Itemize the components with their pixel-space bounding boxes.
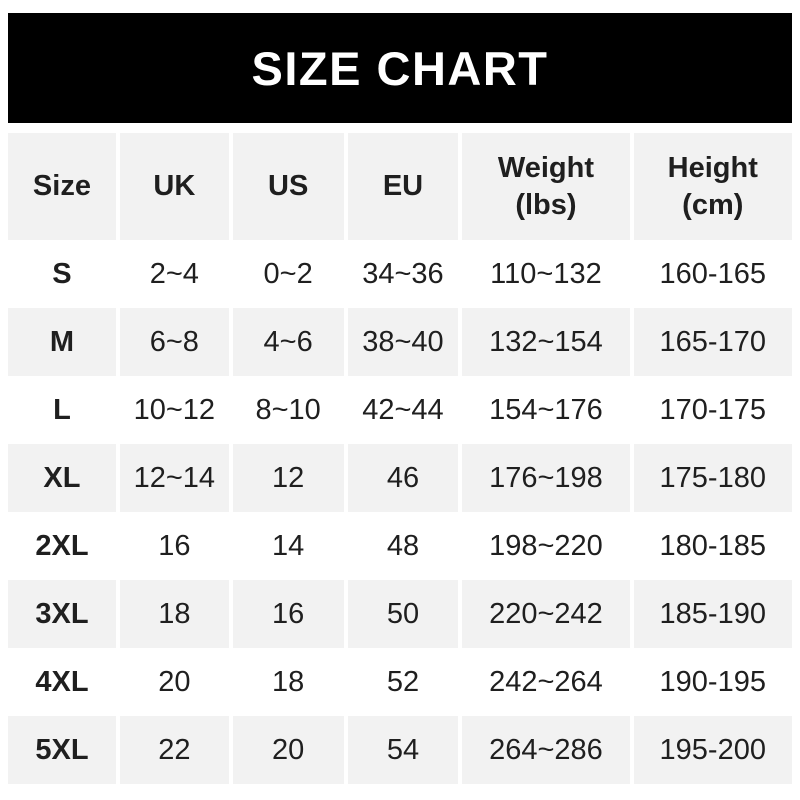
cell-height: 190-195 [633, 648, 792, 716]
header-cell-eu: EU [347, 133, 459, 240]
cell-size: 3XL [8, 580, 116, 648]
cell-size: S [8, 240, 116, 308]
cell-weight: 176~198 [462, 444, 630, 512]
cell-weight: 132~154 [462, 308, 630, 376]
cell-size: 5XL [8, 716, 116, 784]
cell-uk: 16 [119, 512, 229, 580]
cell-us: 12 [232, 444, 344, 512]
cell-uk: 6~8 [119, 308, 229, 376]
cell-size: 2XL [8, 512, 116, 580]
cell-us: 14 [232, 512, 344, 580]
cell-us: 18 [232, 648, 344, 716]
header-label: Weight [497, 152, 595, 185]
cell-height: 180-185 [633, 512, 792, 580]
cell-height: 160-165 [633, 240, 792, 308]
cell-uk: 20 [119, 648, 229, 716]
cell-uk: 12~14 [119, 444, 229, 512]
cell-size: M [8, 308, 116, 376]
cell-height: 170-175 [633, 376, 792, 444]
cell-size: L [8, 376, 116, 444]
cell-uk: 18 [119, 580, 229, 648]
cell-height: 195-200 [633, 716, 792, 784]
header-label: EU [382, 170, 424, 203]
header-label: UK [153, 170, 196, 203]
cell-size: XL [8, 444, 116, 512]
cell-uk: 2~4 [119, 240, 229, 308]
cell-eu: 46 [347, 444, 459, 512]
title-banner: SIZE CHART [8, 13, 792, 123]
header-sublabel: (cm) [682, 188, 744, 221]
cell-eu: 52 [347, 648, 459, 716]
cell-size: 4XL [8, 648, 116, 716]
cell-eu: 54 [347, 716, 459, 784]
header-cell-us: US [232, 133, 344, 240]
cell-eu: 50 [347, 580, 459, 648]
cell-weight: 110~132 [462, 240, 630, 308]
cell-height: 175-180 [633, 444, 792, 512]
cell-us: 4~6 [232, 308, 344, 376]
header-cell-size: Size [8, 133, 116, 240]
cell-eu: 34~36 [347, 240, 459, 308]
cell-eu: 42~44 [347, 376, 459, 444]
cell-us: 8~10 [232, 376, 344, 444]
cell-weight: 220~242 [462, 580, 630, 648]
cell-us: 16 [232, 580, 344, 648]
cell-us: 20 [232, 716, 344, 784]
cell-eu: 38~40 [347, 308, 459, 376]
page-title: SIZE CHART [251, 41, 549, 95]
cell-height: 165-170 [633, 308, 792, 376]
cell-weight: 264~286 [462, 716, 630, 784]
header-label: Size [32, 170, 91, 203]
cell-weight: 154~176 [462, 376, 630, 444]
header-cell-weight: Weight (lbs) [462, 133, 630, 240]
cell-weight: 198~220 [462, 512, 630, 580]
header-cell-height: Height (cm) [633, 133, 792, 240]
cell-eu: 48 [347, 512, 459, 580]
cell-uk: 22 [119, 716, 229, 784]
cell-us: 0~2 [232, 240, 344, 308]
header-label: Height [667, 152, 758, 185]
cell-weight: 242~264 [462, 648, 630, 716]
size-table: Size UK US EU Weight (lbs) Height (cm) S 2~4 0~2 3… [8, 133, 792, 784]
header-label: US [268, 170, 309, 203]
cell-uk: 10~12 [119, 376, 229, 444]
header-sublabel: (lbs) [515, 188, 577, 221]
cell-height: 185-190 [633, 580, 792, 648]
header-cell-uk: UK [119, 133, 229, 240]
